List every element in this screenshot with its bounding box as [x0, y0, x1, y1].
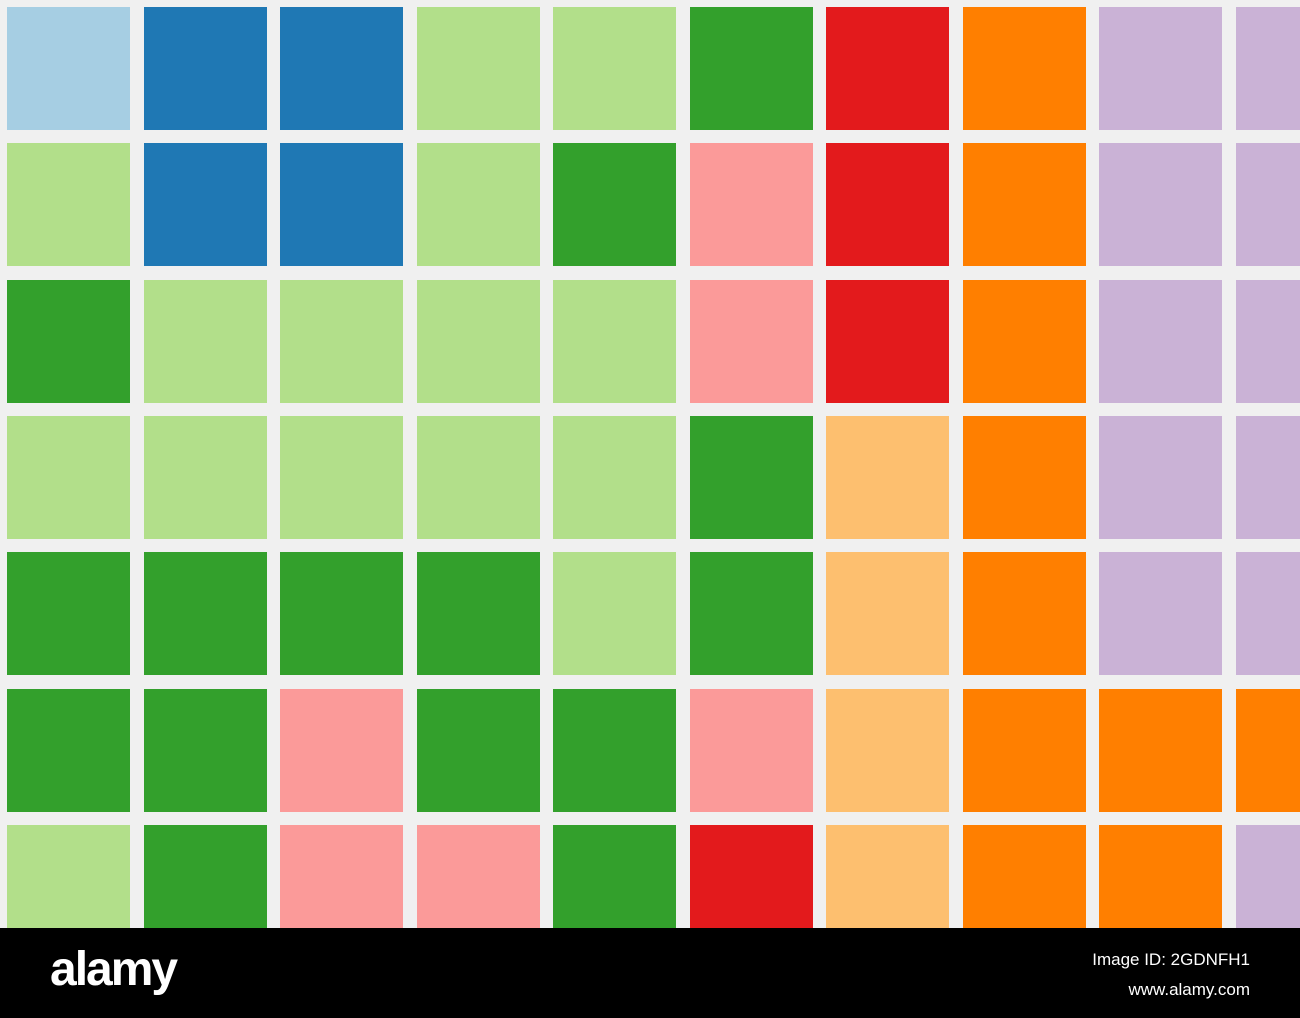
image-id: Image ID: 2GDNFH1 — [1092, 950, 1250, 969]
cell — [416, 415, 540, 539]
cell — [143, 143, 267, 267]
cell — [1099, 143, 1222, 267]
cell — [1235, 143, 1300, 267]
cell — [826, 7, 949, 130]
color-grid — [7, 7, 1300, 928]
cell — [143, 279, 267, 403]
cell — [280, 415, 403, 539]
cell — [1235, 279, 1300, 403]
cell — [826, 143, 949, 267]
cell — [1099, 688, 1222, 812]
cell — [1235, 7, 1300, 130]
cell — [826, 688, 949, 812]
cell — [7, 688, 130, 812]
cell — [280, 279, 403, 403]
cell — [1099, 7, 1222, 130]
cell — [962, 688, 1086, 812]
cell — [280, 688, 403, 812]
cell — [826, 415, 949, 539]
cell — [280, 7, 403, 130]
logo: alamy — [50, 943, 178, 996]
cell — [7, 7, 130, 130]
cell — [416, 279, 540, 403]
cell — [7, 824, 130, 928]
cell — [962, 7, 1086, 130]
cell — [7, 279, 130, 403]
cell — [553, 143, 676, 267]
site-url: www.alamy.com — [1128, 980, 1250, 999]
cell — [689, 7, 813, 130]
cell — [1099, 552, 1222, 676]
cell — [143, 688, 267, 812]
cell — [416, 143, 540, 267]
cell — [143, 552, 267, 676]
cell — [826, 824, 949, 928]
cell — [280, 143, 403, 267]
cell — [1235, 824, 1300, 928]
cell — [553, 688, 676, 812]
cell — [689, 688, 813, 812]
cell — [689, 415, 813, 539]
cell — [553, 279, 676, 403]
cell — [689, 279, 813, 403]
cell — [1099, 279, 1222, 403]
cell — [7, 415, 130, 539]
cell — [553, 7, 676, 130]
cell — [7, 552, 130, 676]
cell — [280, 824, 403, 928]
cell — [962, 279, 1086, 403]
cell — [962, 415, 1086, 539]
cell — [416, 824, 540, 928]
cell — [143, 824, 267, 928]
cell — [553, 824, 676, 928]
cell — [280, 552, 403, 676]
cell — [1099, 415, 1222, 539]
cell — [689, 824, 813, 928]
cell — [826, 552, 949, 676]
cell — [826, 279, 949, 403]
cell — [1235, 415, 1300, 539]
cell — [416, 688, 540, 812]
cell — [1235, 552, 1300, 676]
cell — [689, 552, 813, 676]
cell — [553, 415, 676, 539]
cell — [689, 143, 813, 267]
cell — [416, 552, 540, 676]
cell — [1099, 824, 1222, 928]
cell — [553, 552, 676, 676]
cell — [7, 143, 130, 267]
cell — [962, 824, 1086, 928]
cell — [416, 7, 540, 130]
cell — [143, 7, 267, 130]
cell — [962, 143, 1086, 267]
cell — [962, 552, 1086, 676]
cell — [1235, 688, 1300, 812]
watermark-bar: alamy Image ID: 2GDNFH1 www.alamy.com — [0, 928, 1300, 1018]
cell — [143, 415, 267, 539]
